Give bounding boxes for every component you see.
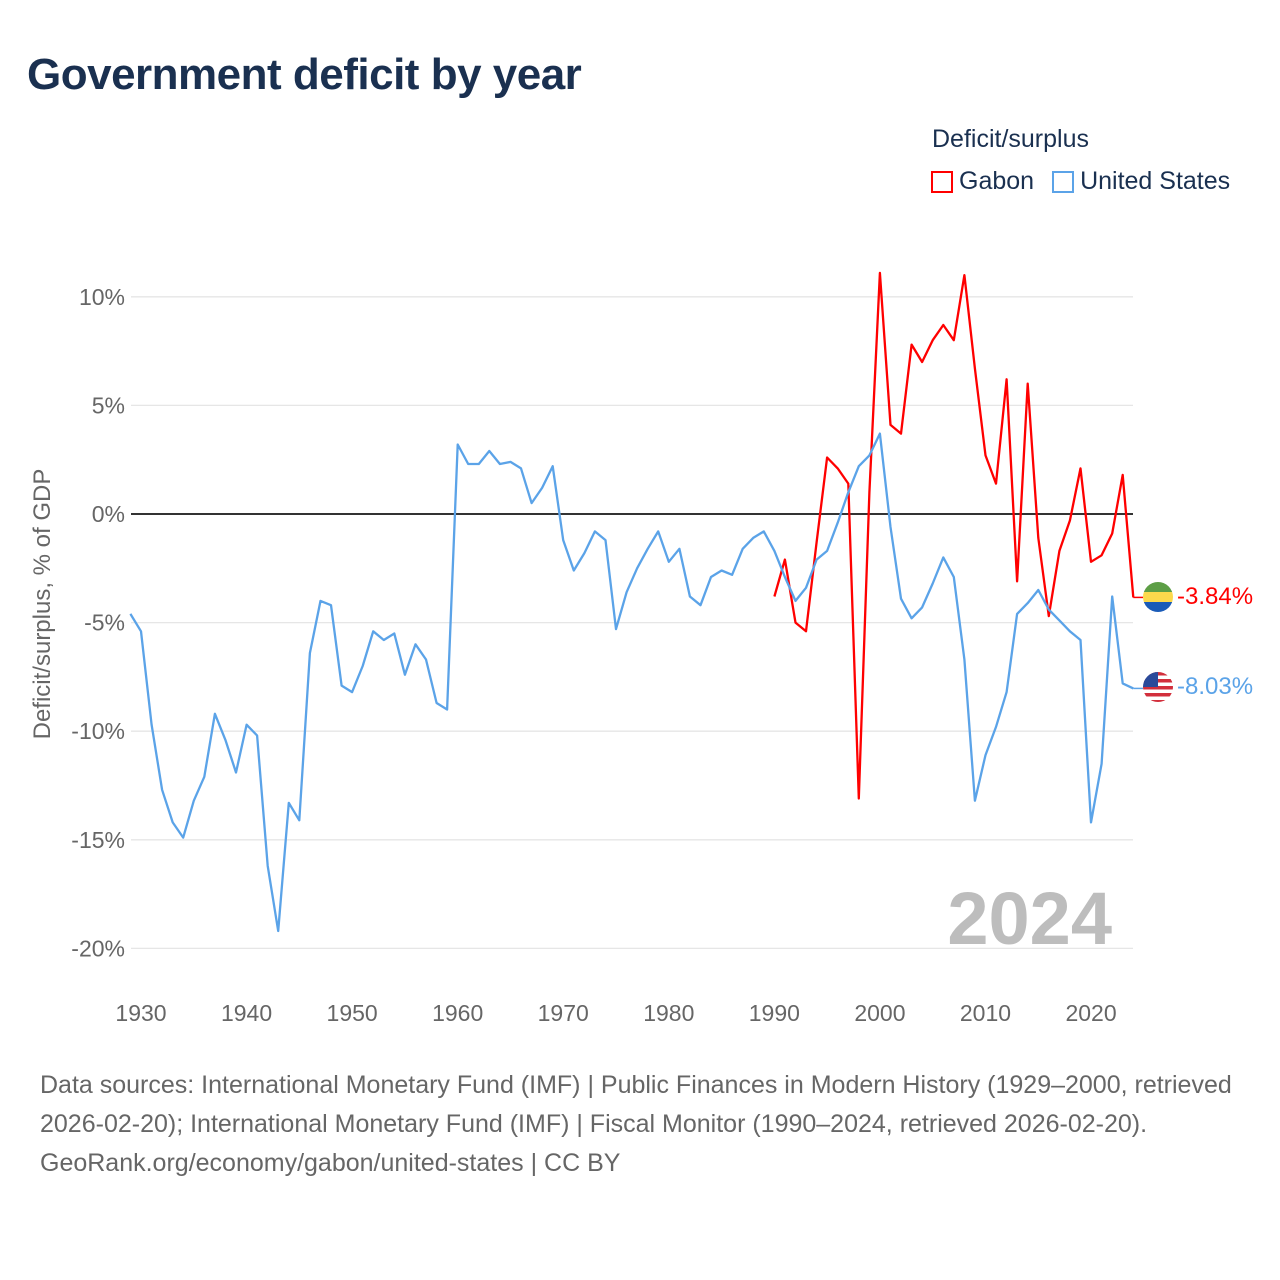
end-label-united-states: -8.03% — [1177, 673, 1253, 700]
y-tick-label: -10% — [71, 718, 125, 744]
legend-item-united-states[interactable]: United States — [1052, 167, 1230, 196]
y-tick-label: -5% — [84, 610, 125, 636]
legend-label-united-states: United States — [1080, 167, 1231, 195]
x-tick-label: 1980 — [643, 1000, 694, 1026]
y-tick-label: 5% — [92, 392, 125, 418]
legend: Gabon United States — [931, 167, 1230, 196]
year-watermark: 2024 — [947, 877, 1112, 960]
flag-united-states-icon — [1143, 672, 1173, 702]
series-line-gabon[interactable] — [773, 271, 1135, 800]
x-tick-label: 1930 — [115, 1000, 166, 1026]
legend-swatch-gabon — [931, 170, 953, 193]
chart-title: Government deficit by year — [27, 50, 582, 99]
x-tick-label: 1970 — [538, 1000, 589, 1026]
x-tick-label: 1990 — [749, 1000, 800, 1026]
x-tick-label: 1960 — [432, 1000, 483, 1026]
x-tick-label: 1950 — [327, 1000, 378, 1026]
x-tick-label: 1940 — [221, 1000, 272, 1026]
y-tick-label: 10% — [79, 284, 125, 310]
x-tick-label: 2000 — [854, 1000, 905, 1026]
legend-swatch-united-states — [1052, 170, 1075, 193]
legend-label-gabon: Gabon — [959, 167, 1035, 195]
attribution-link[interactable]: GeoRank.org/economy/gabon/united-states … — [40, 1149, 621, 1177]
flag-gabon-icon — [1143, 582, 1173, 612]
series-line-united-states[interactable] — [129, 432, 1134, 933]
x-tick-label: 2010 — [960, 1000, 1011, 1026]
data-sources: Data sources: International Monetary Fun… — [40, 1071, 1232, 1138]
legend-item-gabon[interactable]: Gabon — [931, 167, 1034, 196]
x-tick-label: 2020 — [1065, 1000, 1116, 1026]
y-tick-label: -15% — [71, 827, 125, 853]
y-tick-label: 0% — [92, 501, 125, 527]
footer: Data sources: International Monetary Fun… — [40, 1066, 1240, 1183]
legend-title: Deficit/surplus — [932, 125, 1089, 153]
end-label-gabon: -3.84% — [1177, 583, 1253, 610]
y-axis-label: Deficit/surplus, % of GDP — [29, 469, 56, 740]
y-tick-label: -20% — [71, 935, 125, 961]
